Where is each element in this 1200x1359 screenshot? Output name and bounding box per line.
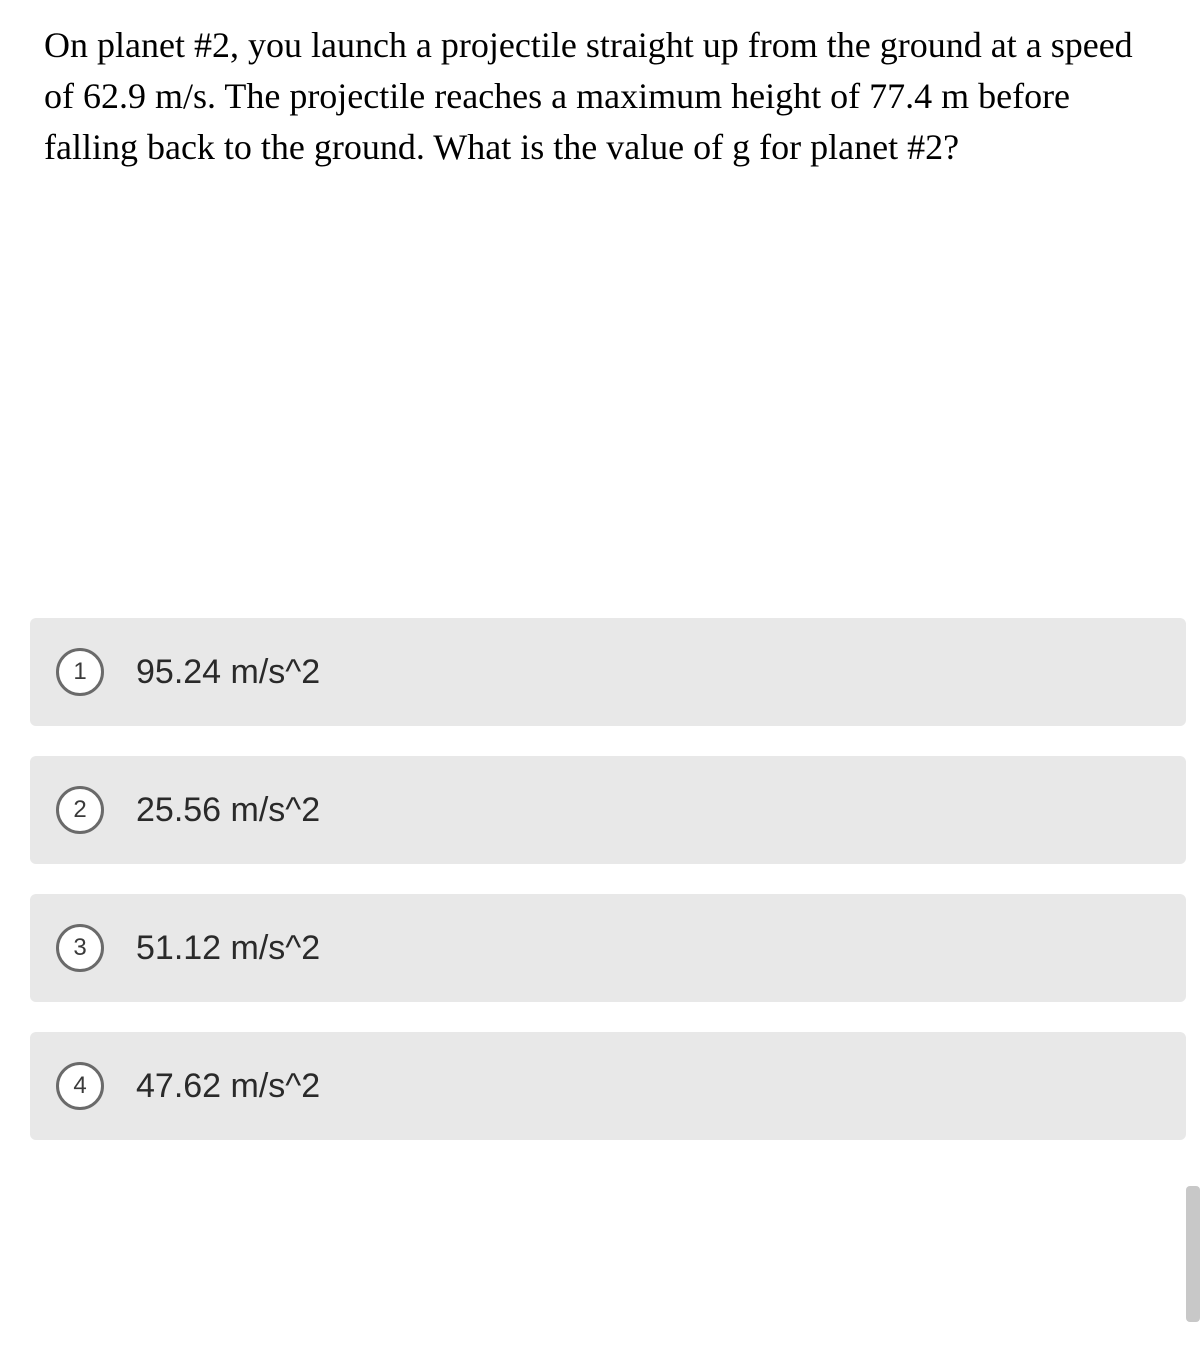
- option-number-circle: 2: [56, 786, 104, 834]
- option-number-circle: 3: [56, 924, 104, 972]
- option-number-circle: 4: [56, 1062, 104, 1110]
- option-label: 25.56 m/s^2: [136, 791, 320, 830]
- options-container: 1 95.24 m/s^2 2 25.56 m/s^2 3 51.12 m/s^…: [30, 618, 1186, 1170]
- option-label: 95.24 m/s^2: [136, 653, 320, 692]
- option-number-circle: 1: [56, 648, 104, 696]
- option-2[interactable]: 2 25.56 m/s^2: [30, 756, 1186, 864]
- option-1[interactable]: 1 95.24 m/s^2: [30, 618, 1186, 726]
- scrollbar-thumb[interactable]: [1186, 1186, 1200, 1322]
- question-text: On planet #2, you launch a projectile st…: [0, 0, 1200, 173]
- option-label: 47.62 m/s^2: [136, 1067, 320, 1106]
- option-label: 51.12 m/s^2: [136, 929, 320, 968]
- option-4[interactable]: 4 47.62 m/s^2: [30, 1032, 1186, 1140]
- option-3[interactable]: 3 51.12 m/s^2: [30, 894, 1186, 1002]
